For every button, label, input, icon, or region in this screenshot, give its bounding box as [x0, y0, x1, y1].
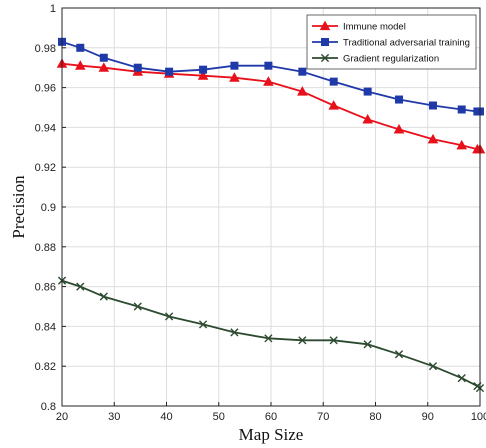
y-tick-label: 0.98: [35, 43, 56, 55]
x-tick-label: 80: [369, 411, 381, 423]
data-point-traditional-adversarial-training: [199, 65, 208, 74]
data-point-traditional-adversarial-training: [165, 67, 174, 76]
legend-item-traditional-adversarial-training: Traditional adversarial training: [312, 38, 470, 49]
x-tick-label: 40: [160, 411, 172, 423]
series-line-immune-model: [61, 62, 480, 151]
legend-marker: [320, 53, 330, 63]
data-point-traditional-adversarial-training: [428, 101, 437, 110]
data-point-traditional-adversarial-training: [457, 105, 466, 114]
data-point-immune-model: [263, 76, 274, 86]
data-point-immune-model: [427, 133, 439, 144]
data-point-traditional-adversarial-training: [230, 61, 239, 70]
data-point-gradient-regularization: [264, 334, 273, 343]
y-tick-label: 0.92: [35, 162, 56, 174]
x-axis-label: Map Size: [239, 425, 304, 444]
data-point-gradient-regularization: [230, 328, 239, 337]
data-point-gradient-regularization: [133, 302, 142, 311]
data-point-traditional-adversarial-training: [76, 43, 85, 52]
data-point-immune-model: [393, 123, 405, 134]
data-point-traditional-adversarial-training: [99, 53, 108, 62]
data-point-immune-model: [297, 86, 308, 96]
legend-label: Immune model: [343, 22, 406, 33]
data-point-immune-model: [229, 72, 240, 82]
data-point-gradient-regularization: [99, 292, 108, 301]
y-tick-label: 0.84: [35, 321, 56, 333]
data-point-gradient-regularization: [76, 282, 85, 291]
x-tick-label: 50: [213, 411, 225, 423]
series-immune-model: [56, 58, 486, 154]
data-point-gradient-regularization: [329, 336, 338, 345]
legend-label: Gradient regularization: [343, 54, 439, 65]
y-tick-label: 0.82: [35, 361, 56, 373]
data-point-immune-model: [75, 60, 86, 70]
legend-item-immune-model: Immune model: [312, 20, 406, 33]
y-tick-label: 0.88: [35, 242, 56, 254]
data-point-traditional-adversarial-training: [133, 63, 142, 72]
x-tick-label: 90: [422, 411, 434, 423]
data-point-gradient-regularization: [457, 374, 466, 383]
x-tick-label: 100: [471, 411, 486, 423]
data-point-gradient-regularization: [165, 312, 174, 321]
y-tick-label: 0.9: [41, 202, 56, 214]
y-tick-label: 0.8: [41, 401, 56, 413]
data-point-traditional-adversarial-training: [363, 87, 372, 96]
legend-marker: [319, 20, 331, 31]
data-point-immune-model: [362, 114, 373, 124]
data-point-gradient-regularization: [363, 340, 372, 349]
x-tick-label: 20: [56, 411, 68, 423]
legend-marker: [320, 38, 329, 47]
data-point-traditional-adversarial-training: [298, 67, 307, 76]
y-tick-label: 1: [50, 3, 56, 15]
series-gradient-regularization: [57, 276, 485, 393]
legend: Immune model Traditional adversarial trai…: [306, 14, 477, 70]
series-layer: [56, 37, 486, 393]
data-point-traditional-adversarial-training: [329, 77, 338, 86]
y-tick-label: 0.96: [35, 83, 56, 95]
y-tick-label: 0.94: [35, 122, 56, 134]
y-axis-label: Precision: [9, 175, 28, 239]
data-point-traditional-adversarial-training: [264, 61, 273, 70]
data-point-gradient-regularization: [428, 362, 438, 371]
axis-ticks: 20 30 40 50 60 70 80 90 100 0.8 0.82 0.84 0.86 0.88 0.…: [35, 3, 486, 423]
data-point-immune-model: [98, 62, 110, 72]
data-point-immune-model: [456, 139, 467, 150]
data-point-gradient-regularization: [394, 350, 404, 359]
data-point-immune-model: [197, 70, 209, 80]
data-point-immune-model: [328, 100, 339, 110]
x-tick-label: 70: [317, 411, 329, 423]
y-tick-label: 0.86: [35, 282, 56, 294]
data-point-traditional-adversarial-training: [395, 95, 404, 104]
series-line-gradient-regularization: [61, 279, 481, 389]
series-line-traditional-adversarial-training: [61, 40, 480, 113]
x-tick-label: 60: [265, 411, 277, 423]
data-point-gradient-regularization: [198, 320, 208, 329]
legend-item-gradient-regularization: Gradient regularization: [312, 54, 439, 65]
x-tick-label: 30: [108, 411, 120, 423]
data-point-gradient-regularization: [298, 336, 307, 345]
legend-label: Traditional adversarial training: [343, 38, 470, 49]
